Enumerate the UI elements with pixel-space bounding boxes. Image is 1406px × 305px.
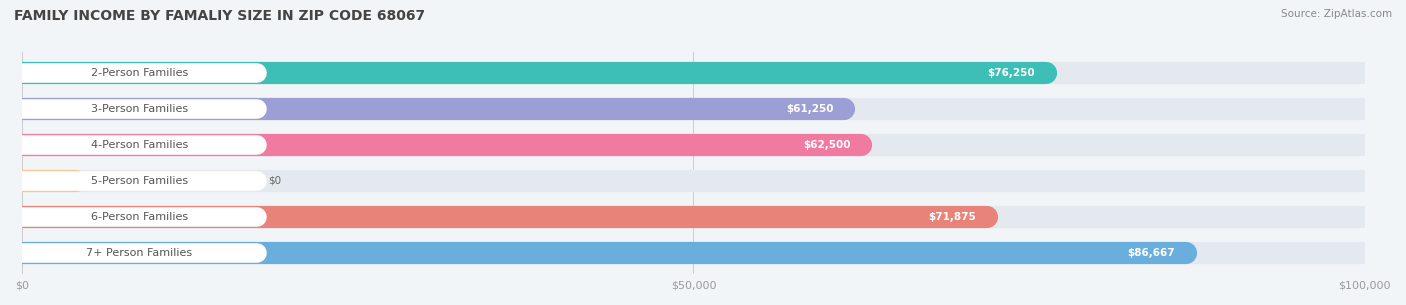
Text: $71,875: $71,875 xyxy=(928,212,976,222)
Text: $76,250: $76,250 xyxy=(987,68,1035,78)
Text: $0: $0 xyxy=(267,176,281,186)
Text: Source: ZipAtlas.com: Source: ZipAtlas.com xyxy=(1281,9,1392,19)
Text: 5-Person Families: 5-Person Families xyxy=(91,176,188,186)
Text: $61,250: $61,250 xyxy=(786,104,834,114)
Text: $62,500: $62,500 xyxy=(803,140,851,150)
Text: 7+ Person Families: 7+ Person Families xyxy=(86,248,193,258)
Text: 2-Person Families: 2-Person Families xyxy=(91,68,188,78)
Text: 6-Person Families: 6-Person Families xyxy=(91,212,188,222)
Text: 3-Person Families: 3-Person Families xyxy=(91,104,188,114)
Text: FAMILY INCOME BY FAMALIY SIZE IN ZIP CODE 68067: FAMILY INCOME BY FAMALIY SIZE IN ZIP COD… xyxy=(14,9,425,23)
Text: 4-Person Families: 4-Person Families xyxy=(91,140,188,150)
Text: $86,667: $86,667 xyxy=(1128,248,1175,258)
